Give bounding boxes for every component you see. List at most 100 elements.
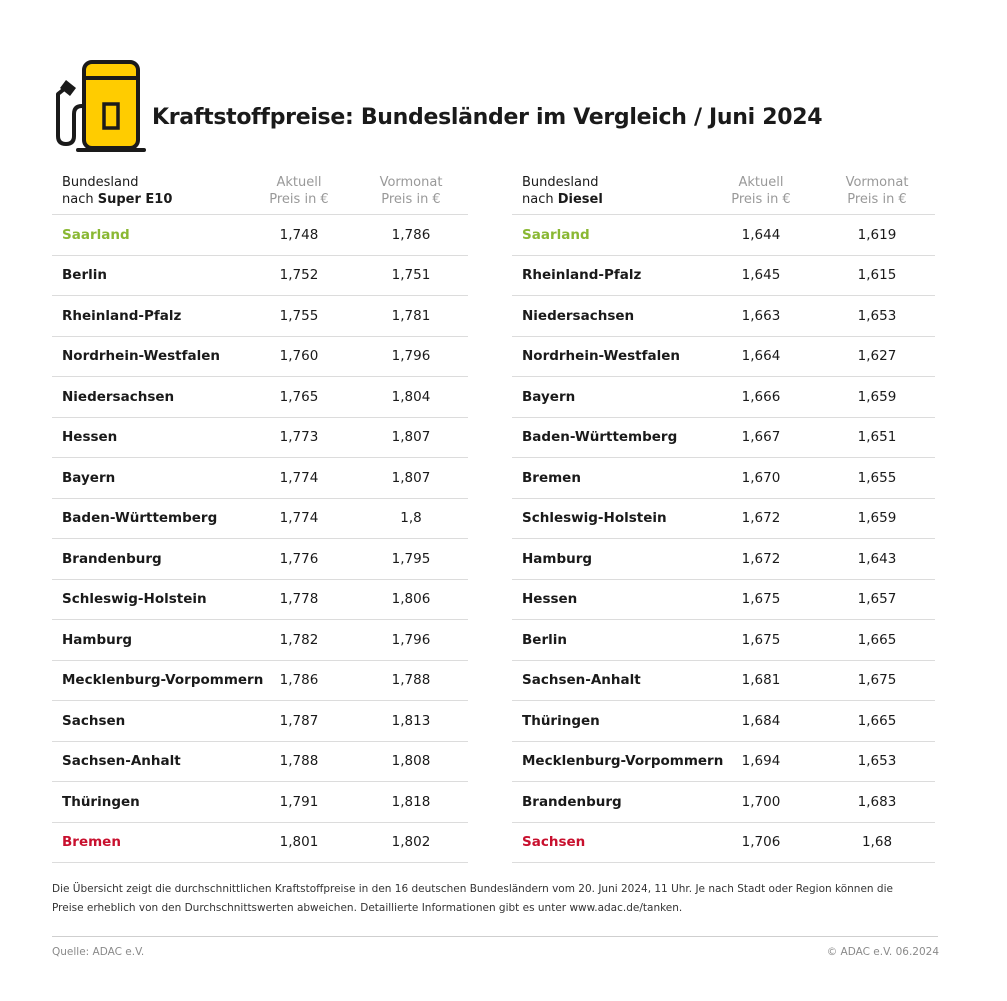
previous-price: 1,8: [400, 510, 422, 527]
previous-price: 1,659: [857, 510, 897, 527]
previous-price: 1,615: [857, 267, 897, 284]
previous-price: 1,627: [857, 348, 897, 365]
table-row: Rheinland-Pfalz 1,755 1,781: [52, 296, 468, 337]
table-row: Thüringen 1,791 1,818: [52, 782, 468, 823]
current-price: 1,752: [279, 267, 319, 284]
state-name: Hessen: [522, 591, 578, 608]
table-row: Bayern 1,666 1,659: [512, 377, 935, 418]
footnote: Die Übersicht zeigt die durchschnittlich…: [52, 883, 893, 914]
table-row: Brandenburg 1,700 1,683: [512, 782, 935, 823]
previous-price: 1,665: [857, 631, 897, 648]
table-row: Niedersachsen 1,765 1,804: [52, 377, 468, 418]
table-row: Berlin 1,752 1,751: [52, 256, 468, 296]
current-price: 1,776: [279, 550, 319, 567]
current-price: 1,774: [279, 469, 319, 486]
state-name: Hessen: [62, 429, 118, 446]
current-price: 1,778: [279, 591, 319, 608]
previous-price: 1,807: [391, 429, 431, 446]
table-row: Rheinland-Pfalz 1,645 1,615: [512, 256, 935, 296]
column-header-current: Aktuell Preis in €: [731, 175, 791, 207]
column-header-current: Aktuell Preis in €: [269, 175, 329, 207]
current-price: 1,774: [279, 510, 319, 527]
previous-price: 1,808: [391, 753, 431, 770]
current-price: 1,644: [741, 226, 781, 243]
state-name: Thüringen: [522, 712, 600, 729]
fuel-pump-icon: [56, 60, 146, 152]
page-title: Kraftstoffpreise: Bundesländer im Vergle…: [152, 105, 823, 130]
previous-price: 1,788: [391, 672, 431, 689]
table-row: Brandenburg 1,776 1,795: [52, 539, 468, 580]
super-e10-table: Bundesland nach Super E10 Aktuell Preis …: [52, 168, 468, 863]
previous-price: 1,796: [391, 348, 431, 365]
state-name: Hamburg: [62, 631, 133, 648]
state-name: Bremen: [522, 469, 581, 486]
current-price: 1,694: [741, 753, 781, 770]
table-row: Sachsen-Anhalt 1,681 1,675: [512, 661, 935, 701]
table-row: Bayern 1,774 1,807: [52, 458, 468, 499]
current-price: 1,645: [741, 267, 781, 284]
previous-price: 1,807: [391, 469, 431, 486]
current-price: 1,672: [741, 510, 781, 527]
column-header-previous: Vormonat Preis in €: [379, 175, 443, 207]
state-name: Brandenburg: [62, 550, 162, 567]
state-name: Sachsen: [522, 834, 586, 851]
previous-price: 1,657: [857, 591, 897, 608]
previous-price: 1,653: [857, 307, 897, 324]
current-price: 1,786: [279, 672, 319, 689]
table-row: Saarland 1,748 1,786: [52, 215, 468, 256]
previous-price: 1,786: [391, 226, 431, 243]
table-header: Bundesland nach Diesel Aktuell Preis in …: [512, 168, 935, 215]
previous-price: 1,795: [391, 550, 431, 567]
fuel-type-label: Super E10: [97, 192, 173, 207]
previous-price: 1,619: [857, 226, 897, 243]
current-price: 1,670: [741, 469, 781, 486]
diesel-table: Bundesland nach Diesel Aktuell Preis in …: [512, 168, 935, 863]
current-price: 1,672: [741, 550, 781, 567]
state-name: Brandenburg: [522, 793, 622, 810]
previous-price: 1,813: [391, 712, 431, 729]
state-name: Mecklenburg-Vorpommern: [62, 672, 264, 689]
divider: [52, 936, 938, 937]
state-name: Baden-Württemberg: [62, 510, 218, 527]
table-header: Bundesland nach Super E10 Aktuell Preis …: [52, 168, 468, 215]
state-name: Sachsen-Anhalt: [522, 672, 641, 689]
state-name: Bayern: [522, 388, 576, 405]
table-row: Schleswig-Holstein 1,672 1,659: [512, 499, 935, 539]
previous-price: 1,665: [857, 712, 897, 729]
table-row: Sachsen-Anhalt 1,788 1,808: [52, 742, 468, 782]
state-name: Berlin: [522, 631, 567, 648]
table-row: Mecklenburg-Vorpommern 1,786 1,788: [52, 661, 468, 701]
previous-price: 1,806: [391, 591, 431, 608]
table-row: Bremen 1,670 1,655: [512, 458, 935, 499]
previous-price: 1,818: [391, 793, 431, 810]
state-name: Niedersachsen: [522, 307, 635, 324]
previous-price: 1,675: [857, 672, 897, 689]
previous-price: 1,802: [391, 834, 431, 851]
state-name: Schleswig-Holstein: [522, 510, 667, 527]
table-body: Saarland 1,748 1,786 Berlin 1,752 1,751 Rheinl…: [52, 215, 468, 863]
current-price: 1,748: [279, 226, 319, 243]
previous-price: 1,651: [857, 429, 897, 446]
current-price: 1,765: [279, 388, 319, 405]
state-name: Nordrhein-Westfalen: [62, 348, 220, 365]
state-name: Schleswig-Holstein: [62, 591, 207, 608]
current-price: 1,667: [741, 429, 781, 446]
state-name: Sachsen-Anhalt: [62, 753, 181, 770]
state-name: Bayern: [62, 469, 116, 486]
current-price: 1,787: [279, 712, 319, 729]
table-row: Bremen 1,801 1,802: [52, 823, 468, 863]
state-name: Thüringen: [62, 793, 140, 810]
state-name: Baden-Württemberg: [522, 429, 678, 446]
current-price: 1,706: [741, 834, 781, 851]
current-price: 1,664: [741, 348, 781, 365]
current-price: 1,788: [279, 753, 319, 770]
current-price: 1,760: [279, 348, 319, 365]
previous-price: 1,751: [391, 267, 431, 284]
column-header-previous: Vormonat Preis in €: [845, 175, 909, 207]
column-header-state: Bundesland nach Diesel: [522, 175, 603, 207]
previous-price: 1,781: [391, 307, 431, 324]
table-row: Hamburg 1,672 1,643: [512, 539, 935, 580]
current-price: 1,666: [741, 388, 781, 405]
previous-price: 1,655: [857, 469, 897, 486]
column-header-state: Bundesland nach Super E10: [62, 175, 173, 207]
